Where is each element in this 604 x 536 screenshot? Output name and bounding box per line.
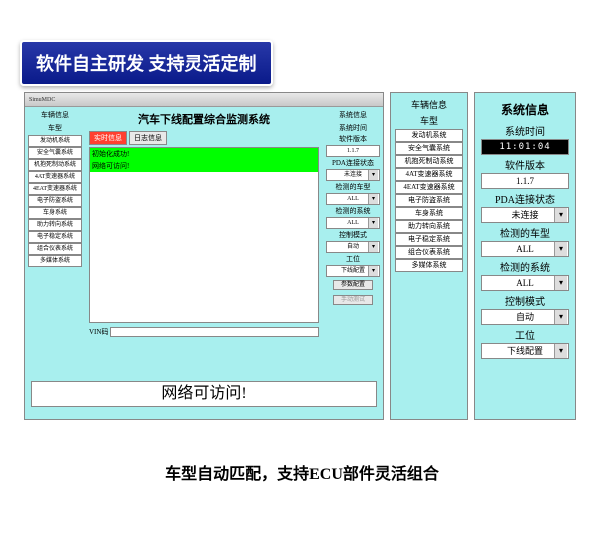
info-label: PDA连接状态	[481, 191, 569, 206]
info-select[interactable]: ALL	[481, 275, 569, 291]
right-header: 系统信息	[339, 110, 367, 120]
vin-row: VIN码	[85, 327, 323, 337]
info-value: 1.1.7	[481, 173, 569, 189]
system-button[interactable]: 电子防盗系统	[28, 195, 82, 207]
headline-badge: 软件自主研发 支持灵活定制	[20, 40, 273, 86]
info-select[interactable]: 未连接	[326, 169, 380, 181]
info-select[interactable]: 下线配置	[481, 343, 569, 359]
system-button[interactable]: 4EAT变速器系统	[28, 183, 82, 195]
info-select[interactable]: ALL	[481, 241, 569, 257]
info-label: 系统时间	[481, 123, 569, 138]
param-config-button[interactable]: 参数配置	[333, 280, 373, 290]
info-label: PDA连接状态	[326, 158, 380, 168]
info-select[interactable]: ALL	[326, 217, 380, 229]
info-label: 检测的车型	[481, 225, 569, 240]
vin-input[interactable]	[110, 327, 319, 337]
log-line: 网络可访问!	[90, 160, 318, 172]
info-value: 1.1.7	[326, 145, 380, 157]
system-button[interactable]: 发动机系统	[395, 129, 463, 142]
info-select[interactable]: 未连接	[481, 207, 569, 223]
tab-realtime[interactable]: 实时信息	[89, 131, 127, 145]
system-button[interactable]: 助力转向系统	[395, 220, 463, 233]
system-button[interactable]: 组合仪表系统	[28, 243, 82, 255]
info-select[interactable]: ALL	[326, 193, 380, 205]
info-label: 工位	[326, 254, 380, 264]
info-value: 11:01:04	[481, 139, 569, 155]
info-select[interactable]: 下线配置	[326, 265, 380, 277]
system-button[interactable]: 安全气囊系统	[395, 142, 463, 155]
left-col: 车辆信息 车型 发动机系统安全气囊系统机抱死制动系统4AT变速器系统4EAT变速…	[25, 107, 85, 379]
info-label: 工位	[481, 327, 569, 342]
info-select[interactable]: 自动	[481, 309, 569, 325]
system-button[interactable]: 多媒体系统	[28, 255, 82, 267]
panels: SimuMDC 车辆信息 车型 发动机系统安全气囊系统机抱死制动系统4AT变速器…	[24, 92, 576, 420]
system-button[interactable]: 机抱死制动系统	[28, 159, 82, 171]
system-button[interactable]: 电子防盗系统	[395, 194, 463, 207]
titlebar: SimuMDC	[25, 93, 383, 107]
manual-test-button: 手动测试	[333, 295, 373, 305]
tabs: 实时信息 日志信息	[85, 131, 323, 145]
info-label: 检测的系统	[481, 259, 569, 274]
right-panel: 系统信息 系统时间11:01:04 软件版本1.1.7 PDA连接状态未连接检测的车…	[474, 92, 576, 420]
left-sub: 车型	[48, 123, 62, 133]
mid-sub: 车型	[420, 114, 438, 127]
mid-header: 车辆信息	[411, 98, 447, 111]
info-label: 软件版本	[481, 157, 569, 172]
system-button[interactable]: 4AT变速器系统	[395, 168, 463, 181]
info-label: 系统时间	[326, 123, 380, 133]
status-footer: 网络可访问!	[31, 381, 377, 407]
system-button[interactable]: 电子稳定系统	[395, 233, 463, 246]
system-button[interactable]: 多媒体系统	[395, 259, 463, 272]
log-line: 初始化成功!	[90, 148, 318, 160]
info-label: 软件版本	[326, 134, 380, 144]
caption: 车型自动匹配，支持ECU部件灵活组合	[0, 460, 604, 484]
system-button[interactable]: 车身系统	[28, 207, 82, 219]
system-button[interactable]: 助力转向系统	[28, 219, 82, 231]
main-window: SimuMDC 车辆信息 车型 发动机系统安全气囊系统机抱死制动系统4AT变速器…	[24, 92, 384, 420]
mid-panel: 车辆信息 车型 发动机系统安全气囊系统机抱死制动系统4AT变速器系统4EAT变速…	[390, 92, 468, 420]
system-button[interactable]: 安全气囊系统	[28, 147, 82, 159]
info-label: 检测的车型	[326, 182, 380, 192]
info-label: 控制模式	[326, 230, 380, 240]
system-button[interactable]: 电子稳定系统	[28, 231, 82, 243]
info-label: 检测的系统	[326, 206, 380, 216]
center: 汽车下线配置综合监测系统 实时信息 日志信息 初始化成功! 网络可访问! VIN…	[85, 107, 323, 379]
right-title: 系统信息	[501, 101, 549, 118]
main-title: 汽车下线配置综合监测系统	[85, 107, 323, 131]
vin-label: VIN码	[89, 327, 108, 337]
log-area: 初始化成功! 网络可访问!	[89, 147, 319, 323]
left-header: 车辆信息	[41, 110, 69, 120]
system-button[interactable]: 组合仪表系统	[395, 246, 463, 259]
info-select[interactable]: 自动	[326, 241, 380, 253]
tab-log[interactable]: 日志信息	[129, 131, 167, 145]
system-button[interactable]: 发动机系统	[28, 135, 82, 147]
system-button[interactable]: 4AT变速器系统	[28, 171, 82, 183]
info-label: 控制模式	[481, 293, 569, 308]
system-button[interactable]: 车身系统	[395, 207, 463, 220]
system-button[interactable]: 机抱死制动系统	[395, 155, 463, 168]
system-button[interactable]: 4EAT变速器系统	[395, 181, 463, 194]
right-col: 系统信息 系统时间软件版本1.1.7PDA连接状态未连接检测的车型ALL检测的系…	[323, 107, 383, 379]
